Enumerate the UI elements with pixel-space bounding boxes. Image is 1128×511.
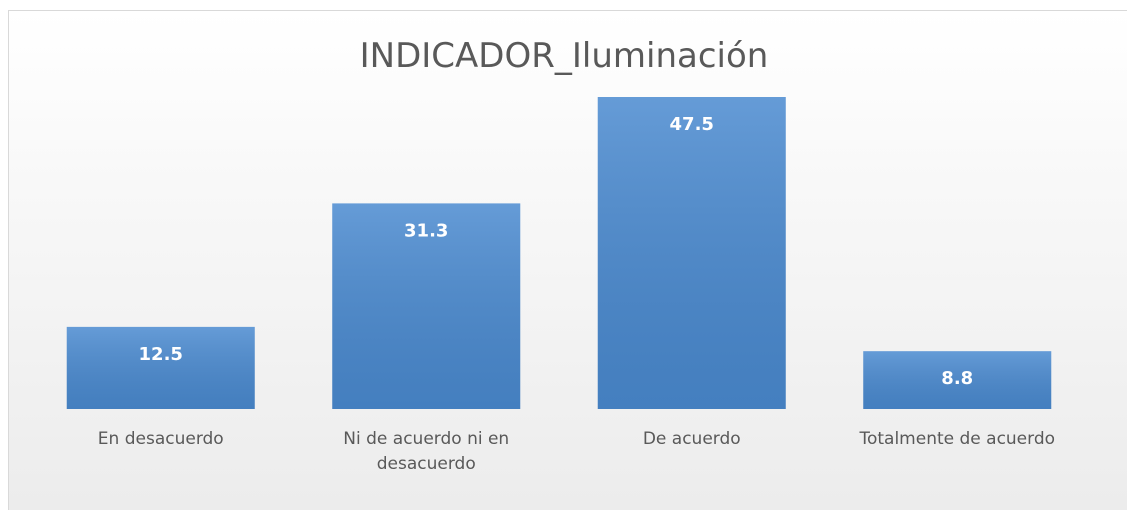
bar-shade bbox=[66, 326, 255, 409]
bar-shade bbox=[863, 351, 1052, 409]
value-label: 12.5 bbox=[139, 344, 183, 365]
value-label: 47.5 bbox=[670, 114, 714, 135]
value-label: 8.8 bbox=[941, 368, 973, 389]
bar-shade bbox=[597, 97, 786, 409]
x-tick-label: De acuerdo bbox=[642, 429, 741, 449]
bar-shade bbox=[332, 203, 521, 409]
value-label: 31.3 bbox=[404, 220, 448, 241]
x-tick-label: En desacuerdo bbox=[97, 429, 224, 449]
x-tick-label: Ni de acuerdo ni en desacuerdo bbox=[343, 429, 510, 474]
chart-area bbox=[8, 10, 1127, 510]
chart-title: INDICADOR_Iluminación bbox=[359, 36, 769, 76]
x-tick-label: Totalmente de acuerdo bbox=[859, 429, 1056, 449]
